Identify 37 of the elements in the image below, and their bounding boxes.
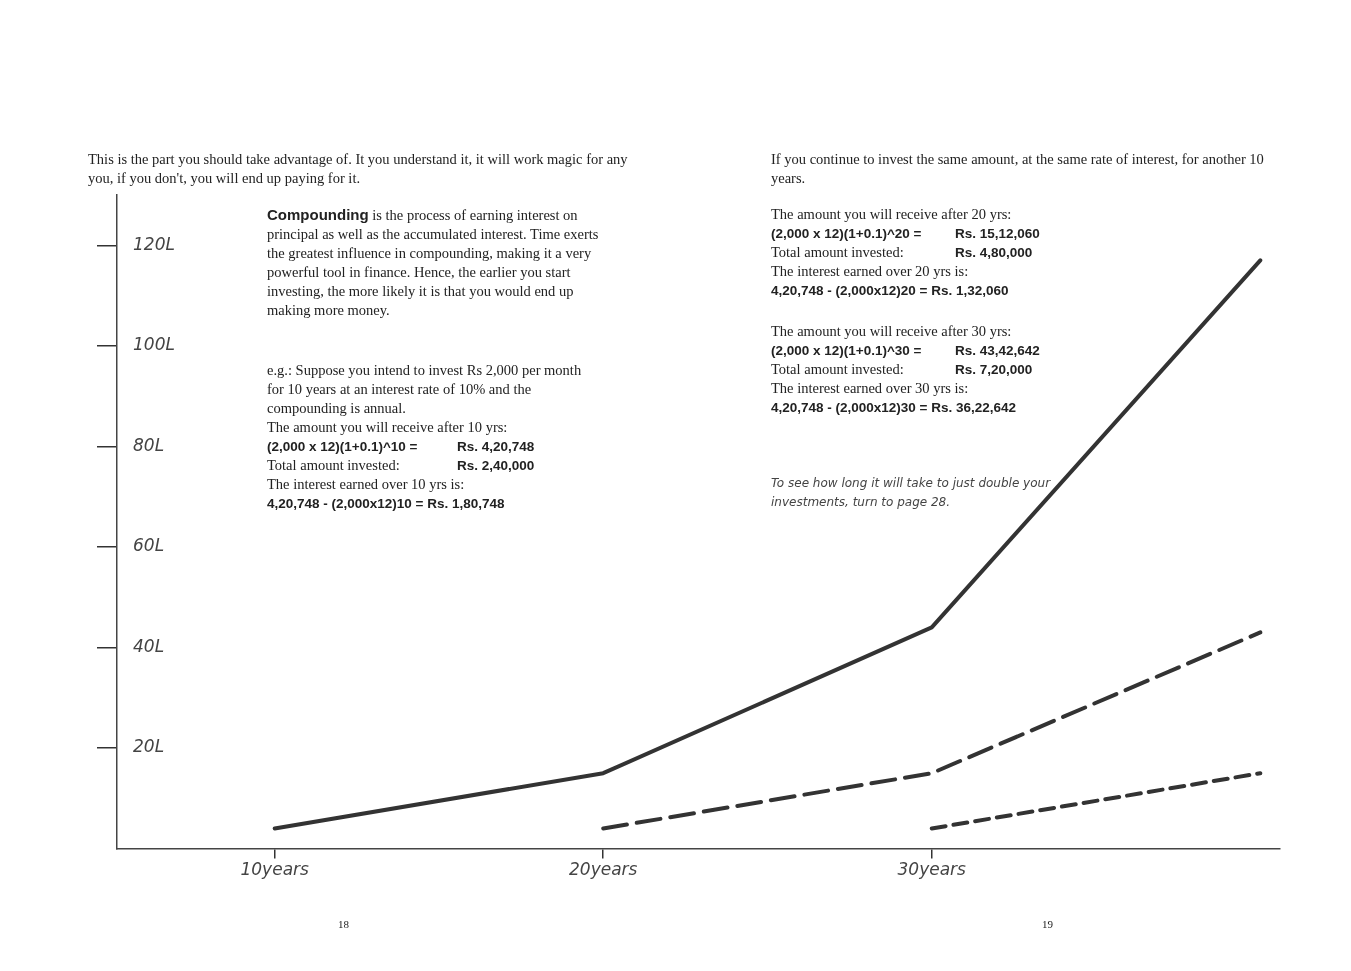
y-tick-label: 40L	[133, 635, 165, 656]
annotation: The interest earned over 30 yrs is:	[771, 379, 970, 398]
text: This is the part you should take advantage of. It you understand it, it will work magic for any you, if you don't, you will end up paying for it.	[88, 150, 629, 188]
annotation: Total amount invested:	[771, 360, 905, 379]
x-tick-label: 30years	[897, 859, 967, 880]
annotation: 4,20,748 - (2,000x12)30 = Rs. 36,22,642	[771, 399, 1018, 417]
annotation: Rs. 4,20,748	[457, 438, 536, 456]
annotation: 4,20,748 - (2,000x12)20 = Rs. 1,32,060	[771, 282, 1010, 300]
annotation: Rs. 7,20,000	[955, 361, 1034, 379]
annotation: Rs. 15,12,060	[955, 225, 1041, 243]
annotation: (2,000 x 12)(1+0.1)^10 =	[267, 438, 419, 456]
y-tick-label: 100L	[133, 334, 175, 355]
annotation: The interest earned over 10 yrs is:	[267, 475, 466, 494]
annotation: (2,000 x 12)(1+0.1)^30 =	[771, 342, 923, 360]
x-tick-label: 20years	[569, 859, 638, 880]
y-tick-label: 80L	[133, 434, 165, 455]
annotation: Rs. 43,42,642	[955, 342, 1041, 360]
annotation: The amount you will receive after 30 yrs:	[771, 322, 1013, 341]
annotation: The amount you will receive after 20 yrs:	[771, 205, 1013, 224]
annotation: Compounding	[267, 206, 369, 223]
text: 18	[338, 917, 350, 932]
annotation: Rs. 2,40,000	[457, 457, 536, 475]
annotation: Total amount invested:	[267, 456, 401, 475]
annotation: To see how long it will take to just double your investments, turn to page 28.	[771, 475, 1052, 511]
x-tick-label: 10years	[240, 859, 310, 880]
annotation: The amount you will receive after 10 yrs:	[267, 418, 509, 437]
annotation: (2,000 x 12)(1+0.1)^20 =	[771, 225, 923, 243]
y-tick-label: 20L	[133, 736, 165, 757]
annotation: 4,20,748 - (2,000x12)10 = Rs. 1,80,748	[267, 495, 506, 513]
text: 19	[1042, 917, 1054, 932]
text: If you continue to invest the same amount, at the same rate of interest, for another 10 years.	[771, 150, 1265, 188]
y-tick-label: 120L	[133, 233, 175, 254]
annotation: Total amount invested:	[771, 243, 905, 262]
y-tick-label: 60L	[133, 535, 165, 556]
annotation: Rs. 4,80,000	[955, 244, 1034, 262]
annotation: The interest earned over 20 yrs is:	[771, 262, 970, 281]
annotation: e.g.: Suppose you intend to invest Rs 2,000 per month for 10 years at an interest rate of 10% and the compounding is annual.	[267, 361, 583, 418]
